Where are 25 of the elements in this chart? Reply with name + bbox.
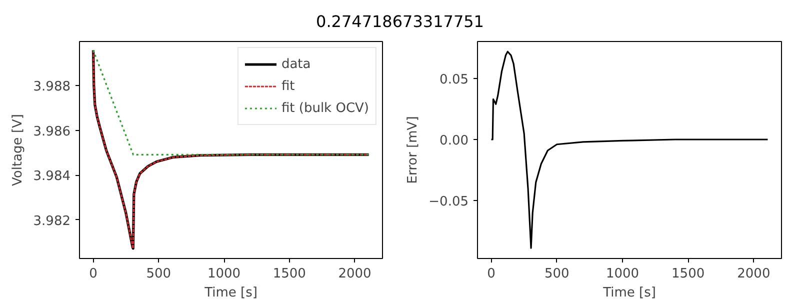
y-tick-label: 3.982 bbox=[33, 214, 70, 229]
x-tick-label: 500 bbox=[146, 266, 172, 282]
x-tick-label: 1000 bbox=[207, 266, 241, 282]
y-tick-label: 3.988 bbox=[33, 80, 70, 95]
x-tick-label: 2000 bbox=[737, 266, 770, 282]
x-tick-label: 0 bbox=[89, 266, 98, 282]
legend-label: data bbox=[281, 56, 311, 72]
y-axis-title: Voltage [V] bbox=[10, 114, 26, 186]
chart-title: 0.274718673317751 bbox=[316, 11, 484, 33]
x-tick-label: 1500 bbox=[272, 266, 306, 282]
x-tick-label: 1500 bbox=[672, 266, 705, 282]
y-tick-label: −0.05 bbox=[428, 194, 469, 210]
x-tick-label: 500 bbox=[544, 266, 570, 282]
y-tick-label: 3.984 bbox=[33, 169, 70, 184]
y-tick-label: 0.00 bbox=[440, 134, 469, 149]
legend-label: fit (bulk OCV) bbox=[281, 100, 369, 116]
y-tick-label: 3.986 bbox=[33, 124, 70, 140]
x-axis-title: Time [s] bbox=[204, 286, 258, 299]
y-axis-title: Error [mV] bbox=[406, 116, 421, 184]
x-tick-label: 0 bbox=[487, 266, 496, 282]
x-tick-label: 1000 bbox=[606, 266, 640, 282]
x-tick-label: 2000 bbox=[338, 266, 372, 282]
legend-label: fit bbox=[281, 78, 296, 94]
x-axis-title: Time [s] bbox=[602, 286, 656, 299]
y-tick-label: 0.05 bbox=[440, 72, 469, 88]
